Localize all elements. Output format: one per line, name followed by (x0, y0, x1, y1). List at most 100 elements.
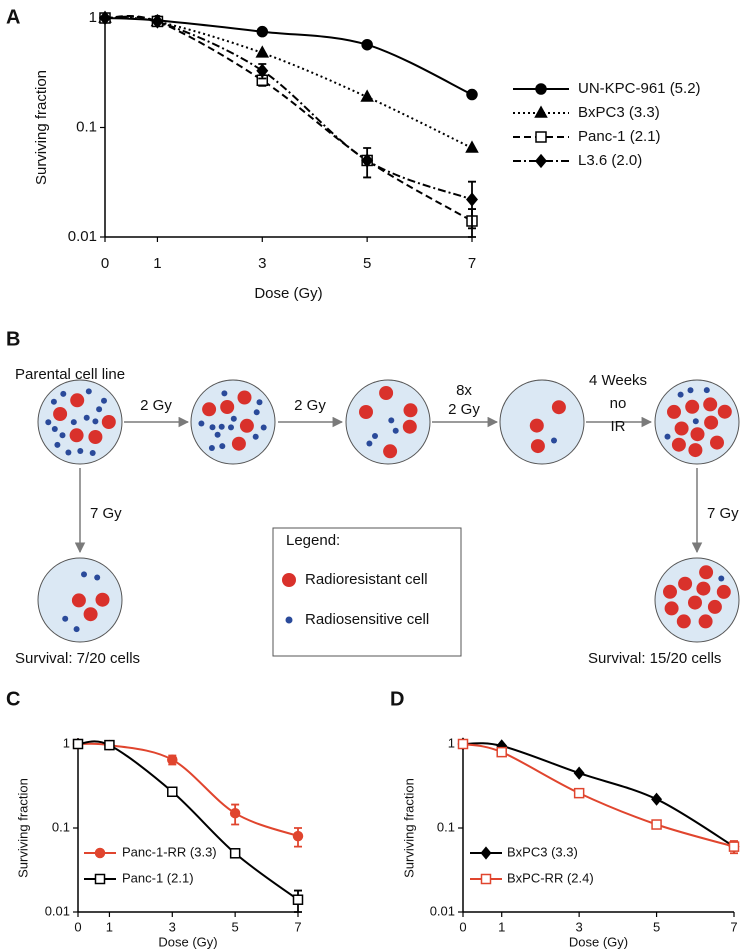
x-tick-label: 3 (576, 919, 583, 934)
cell (716, 584, 731, 599)
x-tick-label: 7 (294, 919, 301, 934)
cell (718, 575, 725, 582)
marker (229, 807, 241, 819)
legend-marker (94, 847, 106, 859)
x-tick-label: 1 (106, 919, 113, 934)
cell (95, 592, 110, 607)
cell (699, 565, 714, 580)
marker (457, 738, 469, 750)
y-tick-label: 0.1 (437, 819, 455, 834)
x-axis-label: Dose (Gy) (569, 934, 628, 949)
cell (379, 386, 394, 400)
cell (59, 432, 66, 439)
cell (692, 418, 699, 425)
legend-swatch (285, 616, 293, 624)
cell (403, 403, 418, 418)
marker (99, 10, 111, 26)
cell (70, 393, 85, 408)
marker (573, 787, 585, 799)
y-tick-label: 0.01 (45, 903, 70, 918)
cell (83, 414, 90, 421)
cell (671, 437, 686, 452)
legend-marker (535, 131, 547, 143)
arrow-label: 2 Gy (140, 397, 172, 414)
cell (696, 581, 711, 596)
series-line (462, 743, 735, 848)
y-tick-label: 1 (63, 735, 70, 750)
dishes (37, 379, 740, 643)
cell (89, 450, 96, 456)
survival-label: Survival: 15/20 cells (588, 650, 721, 667)
marker (361, 153, 374, 168)
x-axis-label: Dose (Gy) (254, 285, 322, 302)
cell (230, 415, 237, 422)
legend-marker (94, 873, 106, 885)
y-axis-label: Surviving fraction (15, 778, 30, 878)
legend-label: UN-KPC-961 (5.2) (578, 80, 701, 97)
cell (69, 428, 84, 443)
cell (678, 576, 693, 591)
cell (198, 420, 205, 427)
cell (221, 390, 228, 397)
chart: D 0.01 0.1 1 0 1 3 5 7 Dose (Gy) Surviving fractio… (390, 688, 740, 949)
cell (690, 427, 705, 442)
panel-label: C (6, 688, 20, 710)
cell (209, 424, 216, 431)
cell (685, 399, 700, 414)
marker (72, 738, 84, 750)
cell (676, 614, 691, 629)
arrow-label: 2 Gy (448, 401, 480, 418)
legend-label: Panc-1-RR (3.3) (122, 844, 217, 859)
legend-label: BxPC3 (3.3) (578, 104, 660, 121)
x-tick-label: 0 (74, 919, 81, 934)
cell (45, 419, 52, 426)
cell (359, 405, 373, 419)
cell (664, 433, 671, 440)
series-line (104, 17, 473, 96)
marker (651, 792, 663, 806)
legend-item: Radioresistant cell (305, 571, 428, 588)
legend-label: L3.6 (2.0) (578, 152, 642, 169)
y-tick-label: 0.1 (76, 118, 97, 135)
legend-marker (480, 873, 492, 885)
cell (73, 626, 80, 633)
series-line (462, 742, 735, 848)
cell (372, 433, 378, 439)
x-tick-label: 3 (169, 919, 176, 934)
cell (392, 427, 399, 434)
cell (260, 424, 267, 431)
y-tick-label: 0.1 (52, 819, 70, 834)
cell (214, 431, 221, 438)
cell (252, 433, 259, 440)
cell (703, 387, 710, 394)
marker (465, 140, 479, 153)
y-axis-label: Surviving fraction (33, 70, 50, 185)
x-tick-label: 7 (730, 919, 737, 934)
legend-label: BxPC3 (3.3) (507, 844, 578, 859)
y-axis-label: Surviving fraction (401, 778, 416, 878)
chart: A 0.01 0.1 1 0 1 3 5 7 Dose (Gy) Surviving fractio… (6, 6, 701, 302)
cell (698, 614, 713, 629)
series-line (104, 16, 473, 149)
cell (237, 390, 252, 405)
survival-label: Survival: 7/20 cells (15, 650, 140, 667)
marker (255, 45, 270, 58)
cell (88, 430, 103, 444)
cell (677, 391, 684, 398)
cell (402, 419, 417, 434)
cell (256, 399, 263, 406)
arrow-label: 7 Gy (707, 505, 739, 522)
series-line (104, 15, 473, 201)
cell (208, 445, 215, 451)
arrow-label: 4 Weeks (589, 372, 647, 389)
cell (551, 400, 566, 415)
legend-label: BxPC-RR (2.4) (507, 870, 594, 885)
cell (101, 415, 116, 429)
cell (228, 424, 234, 431)
cell (664, 601, 679, 616)
marker (229, 848, 241, 859)
start-label: Parental cell line (15, 366, 125, 383)
y-tick-label: 0.01 (68, 228, 97, 245)
cell (53, 407, 68, 421)
